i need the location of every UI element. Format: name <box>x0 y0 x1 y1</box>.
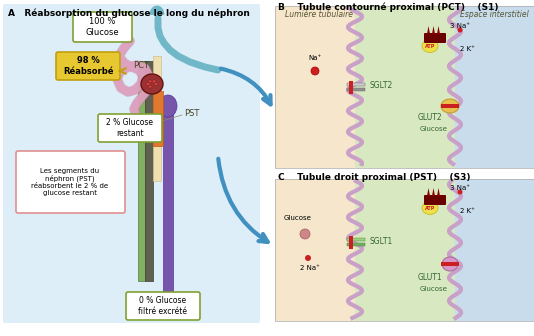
Text: A   Réabsorption du glucose le long du néphron: A Réabsorption du glucose le long du nép… <box>8 9 250 18</box>
Text: ATP: ATP <box>425 43 435 48</box>
Bar <box>138 61 145 281</box>
Bar <box>347 243 365 246</box>
Polygon shape <box>427 26 430 34</box>
Polygon shape <box>437 26 440 34</box>
Bar <box>347 238 365 241</box>
Ellipse shape <box>311 67 319 75</box>
Text: 98 %
Réabsorbé: 98 % Réabsorbé <box>63 56 113 76</box>
Text: Glucose: Glucose <box>420 126 448 132</box>
Bar <box>153 91 163 146</box>
Text: 2 Na⁺: 2 Na⁺ <box>300 265 320 271</box>
Text: 100 %
Glucose: 100 % Glucose <box>85 17 119 37</box>
Ellipse shape <box>441 99 459 113</box>
Bar <box>275 179 355 321</box>
Text: 0 % Glucose
filtré excrété: 0 % Glucose filtré excrété <box>138 296 187 316</box>
Text: SGLT1: SGLT1 <box>370 238 393 247</box>
Bar <box>455 6 534 168</box>
FancyBboxPatch shape <box>73 12 132 42</box>
Text: Glucose: Glucose <box>284 215 312 221</box>
Polygon shape <box>432 188 435 196</box>
Text: PCT: PCT <box>133 61 149 71</box>
Ellipse shape <box>148 85 152 88</box>
Text: PST: PST <box>184 110 199 119</box>
Bar <box>275 179 534 321</box>
Ellipse shape <box>154 83 158 85</box>
Text: Espace interstitiel: Espace interstitiel <box>460 10 529 19</box>
Ellipse shape <box>146 83 150 85</box>
Text: SGLT2: SGLT2 <box>370 82 393 90</box>
Bar <box>441 104 459 108</box>
Ellipse shape <box>141 74 163 94</box>
Text: Les segments du
néphron (PST)
réabsorbent le 2 % de
glucose restant: Les segments du néphron (PST) réabsorben… <box>32 168 108 196</box>
Bar <box>355 6 455 168</box>
Bar <box>355 179 455 321</box>
Polygon shape <box>432 26 435 34</box>
FancyBboxPatch shape <box>424 195 446 205</box>
Bar <box>163 292 173 314</box>
Ellipse shape <box>442 257 458 271</box>
Bar <box>145 61 153 281</box>
Polygon shape <box>437 188 440 196</box>
Text: 3 Na⁺: 3 Na⁺ <box>450 23 470 29</box>
Text: B    Tubule contourné proximal (PCT)    (S1): B Tubule contourné proximal (PCT) (S1) <box>278 3 499 12</box>
Ellipse shape <box>422 202 438 214</box>
Text: 2 K⁺: 2 K⁺ <box>460 208 475 214</box>
Bar <box>153 56 161 181</box>
Bar <box>349 236 353 249</box>
Text: Lumière tubulaire: Lumière tubulaire <box>285 10 353 19</box>
FancyBboxPatch shape <box>424 33 446 43</box>
Text: C    Tubule droit proximal (PST)    (S3): C Tubule droit proximal (PST) (S3) <box>278 173 470 182</box>
FancyBboxPatch shape <box>126 292 200 320</box>
Bar <box>275 6 355 168</box>
Ellipse shape <box>152 80 156 83</box>
FancyBboxPatch shape <box>3 4 260 323</box>
Text: Glucose: Glucose <box>420 286 448 292</box>
Bar <box>347 83 365 86</box>
Bar <box>455 179 534 321</box>
Text: 2 % Glucose
restant: 2 % Glucose restant <box>106 118 153 138</box>
Bar <box>349 81 353 94</box>
Ellipse shape <box>159 95 177 117</box>
Text: GLUT1: GLUT1 <box>418 274 443 283</box>
Bar <box>347 88 365 91</box>
Bar <box>275 6 534 168</box>
FancyBboxPatch shape <box>16 151 125 213</box>
Ellipse shape <box>148 80 152 83</box>
FancyBboxPatch shape <box>98 114 162 142</box>
Text: GLUT2: GLUT2 <box>418 114 443 123</box>
Text: 3 Na⁺: 3 Na⁺ <box>450 185 470 191</box>
Polygon shape <box>427 188 430 196</box>
Text: ATP: ATP <box>425 206 435 210</box>
Ellipse shape <box>422 40 438 52</box>
Text: 2 K⁺: 2 K⁺ <box>460 46 475 52</box>
Ellipse shape <box>305 255 311 261</box>
Bar <box>441 262 459 266</box>
Bar <box>163 101 173 296</box>
FancyBboxPatch shape <box>56 52 120 80</box>
Text: Na⁺: Na⁺ <box>308 55 321 61</box>
Ellipse shape <box>458 190 462 195</box>
Ellipse shape <box>458 28 462 33</box>
Ellipse shape <box>300 229 310 239</box>
